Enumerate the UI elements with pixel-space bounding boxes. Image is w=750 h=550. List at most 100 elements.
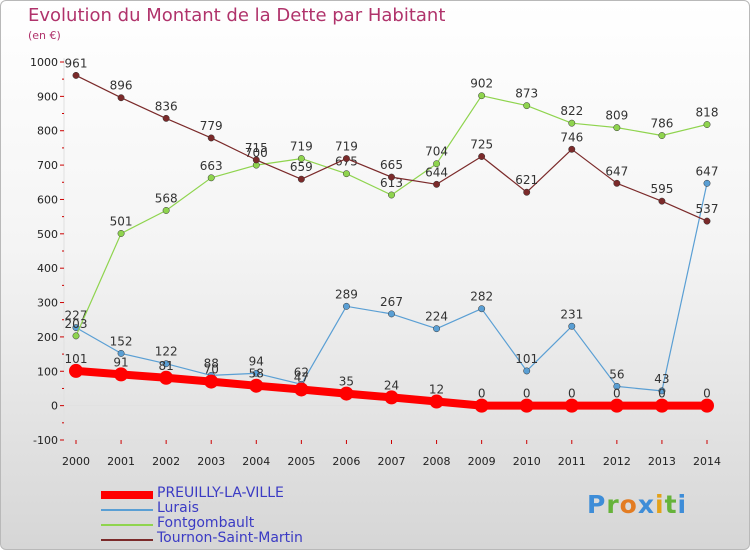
brand-letter: P	[587, 490, 607, 519]
data-label-tournon-saint-martin: 725	[470, 138, 493, 152]
data-label-tournon-saint-martin: 836	[155, 99, 178, 113]
x-tick-label: 2010	[513, 455, 541, 468]
data-label-tournon-saint-martin: 621	[515, 173, 538, 187]
data-label-preuilly-la-ville: 24	[384, 378, 399, 392]
data-label-preuilly-la-ville: 70	[204, 363, 219, 377]
data-label-fontgombault: 822	[560, 104, 583, 118]
legend-swatch	[101, 523, 153, 526]
data-label-tournon-saint-martin: 746	[560, 130, 583, 144]
data-label-tournon-saint-martin: 715	[245, 141, 268, 155]
data-label-lurais: 94	[249, 354, 264, 368]
data-label-preuilly-la-ville: 47	[294, 370, 309, 384]
data-label-lurais: 62	[294, 365, 309, 379]
data-point-tournon-saint-martin	[342, 155, 350, 163]
data-label-lurais: 43	[654, 372, 669, 386]
data-label-preuilly-la-ville: 0	[523, 387, 531, 401]
x-tick-label: 2001	[107, 455, 135, 468]
data-point-lurais	[613, 382, 621, 390]
x-tick-label: 2009	[468, 455, 496, 468]
data-label-preuilly-la-ville: 0	[658, 387, 666, 401]
data-label-fontgombault: 663	[200, 159, 223, 173]
data-label-tournon-saint-martin: 896	[110, 79, 133, 93]
y-tick-label: 500	[37, 228, 58, 241]
data-label-lurais: 122	[155, 345, 178, 359]
data-point-tournon-saint-martin	[523, 188, 531, 196]
data-point-preuilly-la-ville	[69, 363, 83, 378]
data-point-lurais	[388, 310, 395, 318]
y-tick-label: 1000	[30, 56, 58, 69]
data-point-preuilly-la-ville	[609, 398, 624, 413]
data-label-tournon-saint-martin: 537	[696, 202, 719, 216]
data-point-preuilly-la-ville	[429, 394, 444, 409]
data-label-preuilly-la-ville: 0	[613, 387, 621, 401]
legend-label: Tournon-Saint-Martin	[157, 530, 303, 546]
data-point-tournon-saint-martin	[297, 175, 305, 183]
x-tick-label: 2003	[197, 455, 225, 468]
x-tick-label: 2000	[62, 455, 90, 468]
data-point-fontgombault	[207, 174, 215, 182]
legend-swatch	[101, 508, 153, 511]
data-label-lurais: 224	[425, 310, 448, 324]
data-label-lurais: 231	[560, 307, 583, 321]
data-label-preuilly-la-ville: 0	[478, 387, 486, 401]
x-tick-label: 2013	[648, 455, 676, 468]
x-tick-label: 2006	[332, 455, 360, 468]
data-point-fontgombault	[523, 102, 531, 110]
data-label-fontgombault: 568	[155, 191, 178, 205]
data-label-lurais: 267	[380, 295, 403, 309]
data-label-lurais: 282	[470, 290, 493, 304]
legend-label: Lurais	[157, 500, 199, 516]
data-label-preuilly-la-ville: 58	[249, 367, 264, 381]
x-tick-label: 2014	[693, 455, 721, 468]
data-point-lurais	[478, 305, 486, 313]
data-label-lurais: 88	[204, 356, 219, 370]
data-label-preuilly-la-ville: 35	[339, 375, 354, 389]
data-point-fontgombault	[297, 155, 305, 163]
data-label-tournon-saint-martin: 644	[425, 165, 448, 179]
data-point-lurais	[658, 387, 666, 395]
y-tick-label: 100	[37, 365, 58, 378]
data-point-preuilly-la-ville	[519, 398, 534, 413]
data-point-tournon-saint-martin	[568, 145, 576, 153]
data-point-preuilly-la-ville	[249, 378, 264, 393]
data-label-fontgombault: 501	[110, 214, 133, 228]
data-point-fontgombault	[342, 170, 350, 178]
data-label-fontgombault: 704	[425, 145, 448, 159]
data-point-lurais	[117, 349, 125, 357]
data-point-tournon-saint-martin	[388, 173, 395, 181]
legend-swatch	[101, 538, 153, 541]
data-point-fontgombault	[72, 332, 80, 340]
y-tick-label: 400	[37, 262, 58, 275]
data-point-tournon-saint-martin	[478, 153, 486, 160]
brand-letter: o	[619, 490, 638, 519]
legend-label: Fontgombault	[157, 515, 255, 531]
y-tick-label: 900	[37, 90, 58, 103]
data-label-tournon-saint-martin: 665	[380, 158, 403, 172]
data-point-tournon-saint-martin	[72, 71, 80, 79]
data-point-fontgombault	[703, 121, 711, 128]
data-label-preuilly-la-ville: 0	[568, 387, 576, 401]
data-label-fontgombault: 818	[696, 106, 719, 120]
data-point-lurais	[433, 325, 441, 333]
data-point-fontgombault	[388, 191, 395, 199]
x-tick-label: 2008	[423, 455, 451, 468]
data-point-preuilly-la-ville	[474, 398, 489, 413]
data-point-fontgombault	[162, 207, 170, 214]
chart-title: Evolution du Montant de la Dette par Hab…	[28, 5, 446, 26]
data-point-preuilly-la-ville	[564, 398, 579, 413]
data-label-preuilly-la-ville: 91	[113, 355, 128, 369]
data-label-tournon-saint-martin: 779	[200, 119, 223, 133]
data-point-preuilly-la-ville	[700, 398, 714, 413]
data-label-fontgombault: 203	[65, 317, 88, 331]
y-tick-label: 200	[37, 331, 58, 344]
y-tick-label: 800	[37, 125, 58, 138]
data-point-tournon-saint-martin	[207, 134, 215, 142]
data-point-preuilly-la-ville	[294, 382, 309, 397]
x-tick-label: 2005	[287, 455, 315, 468]
data-label-lurais: 227	[65, 309, 88, 323]
data-point-preuilly-la-ville	[654, 398, 669, 413]
x-tick-label: 2002	[152, 455, 180, 468]
data-label-fontgombault: 809	[605, 109, 628, 123]
data-point-fontgombault	[433, 160, 441, 168]
